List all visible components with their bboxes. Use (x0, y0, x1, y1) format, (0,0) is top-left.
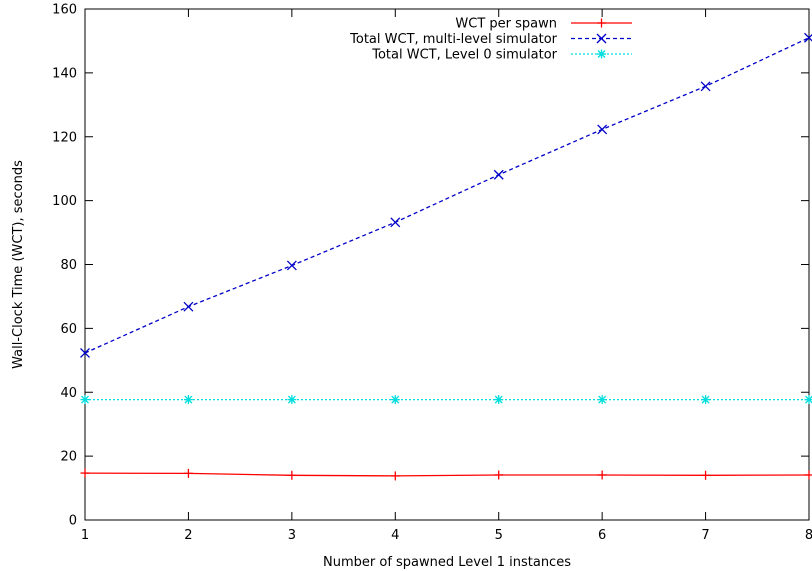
y-tick-label: 40 (60, 386, 77, 401)
legend-item: Total WCT, multi-level simulator (349, 32, 632, 47)
x-tick-label: 5 (495, 528, 503, 543)
legend-label: Total WCT, multi-level simulator (349, 32, 558, 47)
series-2 (80, 32, 812, 358)
data-point (597, 49, 606, 59)
data-point (183, 468, 193, 478)
data-point (804, 395, 812, 405)
y-tick-label: 20 (60, 450, 77, 465)
data-point (80, 395, 90, 405)
series-line (84, 472, 810, 477)
data-point (287, 395, 297, 405)
legend-label: Total WCT, Level 0 simulator (371, 48, 557, 63)
x-tick-label: 7 (701, 528, 709, 543)
legend-item: Total WCT, Level 0 simulator (371, 48, 632, 63)
data-point (390, 471, 400, 481)
x-tick-label: 3 (288, 528, 296, 543)
y-tick-label: 140 (52, 66, 77, 81)
legend-item: WCT per spawn (455, 17, 632, 32)
data-point (597, 395, 607, 405)
data-point (804, 470, 812, 480)
x-tick-label: 8 (805, 528, 812, 543)
data-point (597, 18, 606, 28)
y-tick-label: 60 (60, 322, 77, 337)
data-point (701, 395, 711, 405)
data-point (701, 470, 711, 480)
y-tick-label: 120 (52, 130, 77, 145)
data-point (494, 470, 504, 480)
series-line (84, 37, 810, 354)
x-tick-label: 4 (391, 528, 399, 543)
x-tick-label: 2 (184, 528, 192, 543)
series-layer (80, 32, 812, 481)
y-axis-label: Wall-Clock Time (WCT), seconds (11, 160, 26, 369)
plot-axes: 0 20 40 60 80 100 120 140 160 1 2 3 4 5 6 7 8 (52, 3, 812, 544)
data-point (183, 301, 194, 312)
y-tick-label: 100 (52, 194, 77, 209)
data-point (494, 395, 504, 405)
data-point (287, 470, 297, 480)
y-tick-label: 160 (52, 3, 77, 18)
y-tick-label: 80 (60, 258, 77, 273)
x-tick-label: 6 (598, 528, 606, 543)
legend-label: WCT per spawn (455, 17, 557, 32)
data-point (700, 81, 711, 92)
data-point (286, 260, 297, 271)
x-axis-label: Number of spawned Level 1 instances (323, 555, 571, 570)
data-point (390, 217, 401, 228)
data-point (596, 33, 607, 44)
data-point (597, 470, 607, 480)
data-point (183, 395, 193, 405)
y-tick-label: 0 (69, 514, 77, 529)
series-3 (80, 395, 812, 405)
series-1 (80, 468, 812, 481)
x-tick-label: 1 (81, 528, 89, 543)
data-point (390, 395, 400, 405)
data-point (597, 124, 608, 135)
data-point (493, 169, 504, 180)
data-point (80, 468, 90, 478)
plot-frame (84, 8, 810, 521)
data-point (804, 32, 812, 43)
data-point (80, 348, 90, 358)
